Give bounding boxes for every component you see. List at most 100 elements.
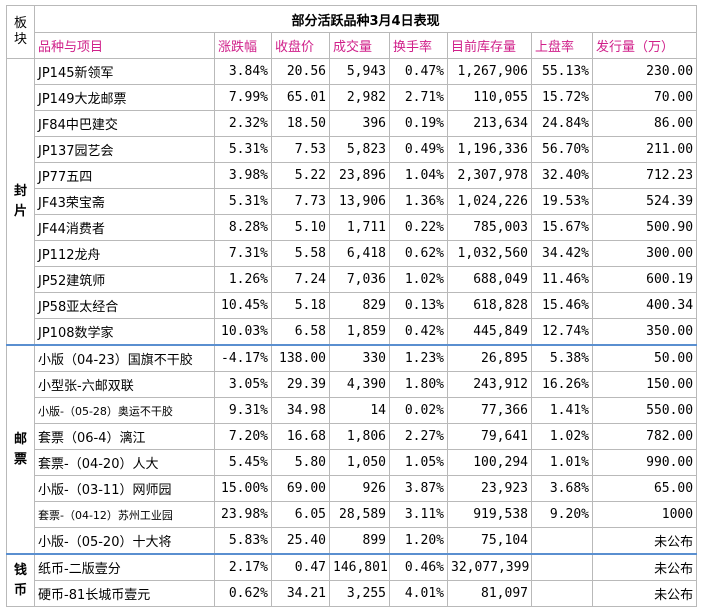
turnover-rate: 0.46% — [389, 553, 448, 581]
change-value: 2.17% — [214, 553, 272, 581]
change-value: 1.26% — [214, 266, 272, 293]
listing-rate: 15.67% — [531, 214, 593, 241]
turnover-rate: 0.47% — [389, 58, 448, 85]
close-price: 6.05 — [271, 501, 330, 528]
header-close: 收盘价 — [271, 32, 330, 59]
listing-rate: 19.53% — [531, 188, 593, 215]
listing-rate: 3.68% — [531, 475, 593, 502]
issue-amount: 300.00 — [591, 240, 698, 267]
table-row: JP52建筑师 1.26% 7.24 7,036 1.02% 688,049 11.46% 6… — [7, 266, 698, 293]
table-row: JF43荣宝斋 5.31% 7.73 13,906 1.36% 1,024,226 19.5… — [7, 188, 698, 215]
change-value: 0.62% — [214, 580, 272, 607]
stock-count: 243,912 — [447, 371, 532, 398]
close-price: 5.10 — [271, 214, 330, 241]
close-price: 5.80 — [271, 449, 330, 476]
turnover-rate: 3.11% — [389, 501, 448, 528]
listing-rate: 32.40% — [531, 162, 593, 189]
close-price: 7.24 — [271, 266, 330, 293]
change-value: 7.99% — [214, 84, 272, 111]
close-price: 20.56 — [271, 58, 330, 85]
volume-value: 2,982 — [329, 84, 390, 111]
close-price: 5.58 — [271, 240, 330, 267]
volume-value: 4,390 — [329, 371, 390, 398]
stock-count: 32,077,399 — [447, 553, 532, 581]
volume-value: 1,806 — [329, 423, 390, 450]
listing-rate: 15.72% — [531, 84, 593, 111]
item-name: JP137园艺会 — [34, 136, 215, 163]
table-row: JP149大龙邮票 7.99% 65.01 2,982 2.71% 110,055 15.7… — [7, 84, 698, 111]
table-row: JP112龙舟 7.31% 5.58 6,418 0.62% 1,032,560 34.42… — [7, 240, 698, 267]
listing-rate: 56.70% — [531, 136, 593, 163]
issue-amount: 未公布 — [591, 580, 698, 607]
issue-amount: 50.00 — [591, 344, 698, 372]
table-row: JP108数学家 10.03% 6.58 1,859 0.42% 445,849 12.74… — [7, 318, 698, 346]
turnover-rate: 1.36% — [389, 188, 448, 215]
volume-value: 3,255 — [329, 580, 390, 607]
close-price: 7.73 — [271, 188, 330, 215]
header-issue: 发行量（万） — [591, 32, 698, 59]
table-row: 小版-（05-28）奥运不干胶 9.31% 34.98 14 0.02% 77,366 1.… — [7, 397, 698, 424]
issue-amount: 524.39 — [591, 188, 698, 215]
turnover-rate: 0.13% — [389, 292, 448, 319]
listing-rate: 55.13% — [531, 58, 593, 85]
volume-value: 7,036 — [329, 266, 390, 293]
item-name: 小版-（03-11）网师园 — [34, 475, 215, 502]
item-name: 套票（06-4）漓江 — [34, 423, 215, 450]
header-listing-rate: 上盘率 — [531, 32, 593, 59]
issue-amount: 150.00 — [591, 371, 698, 398]
item-name: 套票-（04-20）人大 — [34, 449, 215, 476]
stock-count: 2,307,978 — [447, 162, 532, 189]
issue-amount: 500.90 — [591, 214, 698, 241]
close-price: 7.53 — [271, 136, 330, 163]
stock-count: 1,196,336 — [447, 136, 532, 163]
stock-count: 688,049 — [447, 266, 532, 293]
listing-rate: 15.46% — [531, 292, 593, 319]
header-stock: 目前库存量 — [447, 32, 532, 59]
volume-value: 23,896 — [329, 162, 390, 189]
header-change: 涨跌幅 — [214, 32, 272, 59]
turnover-rate: 3.87% — [389, 475, 448, 502]
stock-count: 110,055 — [447, 84, 532, 111]
stock-count: 81,097 — [447, 580, 532, 607]
close-price: 69.00 — [271, 475, 330, 502]
change-value: 3.05% — [214, 371, 272, 398]
stock-count: 785,003 — [447, 214, 532, 241]
issue-amount: 600.19 — [591, 266, 698, 293]
issue-amount: 70.00 — [591, 84, 698, 111]
volume-value: 13,906 — [329, 188, 390, 215]
item-name: 纸币-二版壹分 — [34, 553, 215, 581]
volume-value: 899 — [329, 527, 390, 555]
header-name: 品种与项目 — [34, 32, 215, 59]
stock-count: 445,849 — [447, 318, 532, 346]
change-value: 5.83% — [214, 527, 272, 555]
volume-value: 1,859 — [329, 318, 390, 346]
turnover-rate: 1.23% — [389, 344, 448, 372]
volume-value: 5,823 — [329, 136, 390, 163]
listing-rate: 34.42% — [531, 240, 593, 267]
item-name: 小版（04-23）国旗不干胶 — [34, 344, 215, 372]
item-name: JP77五四 — [34, 162, 215, 189]
stock-count: 75,104 — [447, 527, 532, 555]
table-row: JF44消费者 8.28% 5.10 1,711 0.22% 785,003 15.67% 5… — [7, 214, 698, 241]
volume-value: 6,418 — [329, 240, 390, 267]
change-value: 15.00% — [214, 475, 272, 502]
turnover-rate: 4.01% — [389, 580, 448, 607]
issue-amount: 1000 — [591, 501, 698, 528]
issue-amount: 990.00 — [591, 449, 698, 476]
stock-count: 77,366 — [447, 397, 532, 424]
close-price: 29.39 — [271, 371, 330, 398]
issue-amount: 782.00 — [591, 423, 698, 450]
close-price: 16.68 — [271, 423, 330, 450]
listing-rate: 24.84% — [531, 110, 593, 137]
turnover-rate: 0.49% — [389, 136, 448, 163]
turnover-rate: 2.27% — [389, 423, 448, 450]
turnover-rate: 1.20% — [389, 527, 448, 555]
issue-amount: 65.00 — [591, 475, 698, 502]
change-value: 8.28% — [214, 214, 272, 241]
turnover-rate: 1.02% — [389, 266, 448, 293]
volume-value: 330 — [329, 344, 390, 372]
close-price: 138.00 — [271, 344, 330, 372]
item-name: 小型张-六邮双联 — [34, 371, 215, 398]
stock-count: 26,895 — [447, 344, 532, 372]
issue-amount: 未公布 — [591, 553, 698, 581]
